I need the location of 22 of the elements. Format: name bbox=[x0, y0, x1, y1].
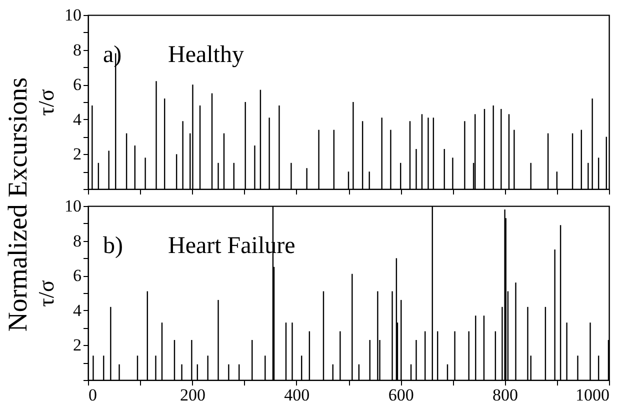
y-tick-label: 4 bbox=[73, 110, 82, 129]
text: Normalized Excursions bbox=[2, 77, 32, 332]
x-tick-label: 0 bbox=[88, 386, 97, 404]
y-tick-label: 8 bbox=[73, 231, 82, 250]
annotation: b) bbox=[103, 233, 123, 259]
x-tick-label: 400 bbox=[284, 386, 310, 404]
y-tick-label: 6 bbox=[73, 75, 82, 94]
annotation: Healthy bbox=[168, 42, 244, 68]
x-tick-label: 200 bbox=[180, 386, 206, 404]
y-tick-label: 10 bbox=[64, 196, 82, 216]
y-tick-label: 2 bbox=[73, 336, 82, 355]
y-tick-label: 10 bbox=[64, 6, 82, 24]
y-tick-label: 6 bbox=[73, 266, 82, 286]
y-axis-title: τ/σ bbox=[34, 88, 58, 116]
y-axis-title: τ/σ bbox=[34, 280, 58, 307]
y-tick-label: 4 bbox=[73, 300, 82, 320]
x-tick-label: 800 bbox=[492, 386, 518, 404]
annotation: a) bbox=[103, 42, 122, 68]
y-tick-label: 8 bbox=[73, 40, 82, 60]
y-tick-label: 2 bbox=[73, 144, 82, 164]
x-tick-label: 600 bbox=[388, 386, 414, 404]
x-tick-label: 1000 bbox=[576, 386, 610, 404]
